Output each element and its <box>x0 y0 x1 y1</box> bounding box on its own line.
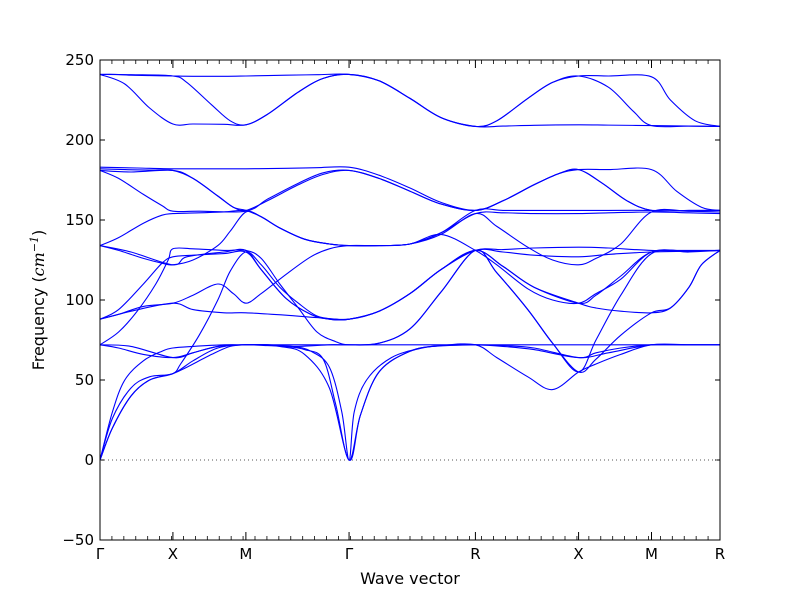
x-tick-label: X <box>168 545 178 563</box>
dispersion-branch-6 <box>100 168 720 213</box>
y-axis-label: Frequency (cm−1) <box>28 230 49 371</box>
y-tick-label: 50 <box>75 371 94 389</box>
y-axis-label-text: Frequency ( <box>29 276 48 370</box>
y-axis-ticks <box>100 59 720 541</box>
dispersion-branches <box>100 73 720 461</box>
dispersion-branch-4 <box>100 166 720 211</box>
y-tick-label: 0 <box>84 451 94 469</box>
x-axis-ticks <box>99 60 721 540</box>
dispersion-branch-7 <box>100 169 720 247</box>
dispersion-branch-18 <box>100 344 720 461</box>
dispersion-branch-9 <box>100 208 720 266</box>
y-tick-label: 250 <box>65 51 94 69</box>
dispersion-branch-10 <box>100 245 720 321</box>
x-tick-label: M <box>239 545 252 563</box>
x-axis-label: Wave vector <box>360 569 460 588</box>
dispersion-branch-20 <box>100 343 720 461</box>
plot-frame <box>99 59 721 541</box>
dispersion-branch-16 <box>100 343 720 359</box>
dispersion-branch-3 <box>100 73 720 128</box>
y-axis-label-unit: cm <box>29 252 48 276</box>
dispersion-branch-17 <box>100 249 720 461</box>
x-tick-label: M <box>645 545 658 563</box>
y-tick-label: 150 <box>65 211 94 229</box>
dispersion-branch-1 <box>100 73 720 128</box>
y-tick-labels: −50 0 50 100 150 200 250 <box>62 51 94 549</box>
x-tick-label: Γ <box>96 545 105 563</box>
dispersion-branch-12 <box>100 233 720 320</box>
dispersion-branch-14 <box>100 247 720 373</box>
dispersion-branch-19 <box>100 344 720 461</box>
y-tick-label: 200 <box>65 131 94 149</box>
dispersion-branch-5 <box>100 168 720 212</box>
x-tick-label: R <box>715 545 725 563</box>
dispersion-branch-8 <box>100 209 720 247</box>
y-axis-label-unit-exponent: −1 <box>28 236 41 252</box>
y-tick-label: −50 <box>62 531 94 549</box>
x-tick-label: Γ <box>345 545 354 563</box>
dispersion-branch-2 <box>100 73 720 128</box>
y-tick-label: 100 <box>65 291 94 309</box>
x-tick-label: X <box>573 545 583 563</box>
x-tick-label: R <box>470 545 480 563</box>
y-axis-label-close: ) <box>29 230 48 236</box>
